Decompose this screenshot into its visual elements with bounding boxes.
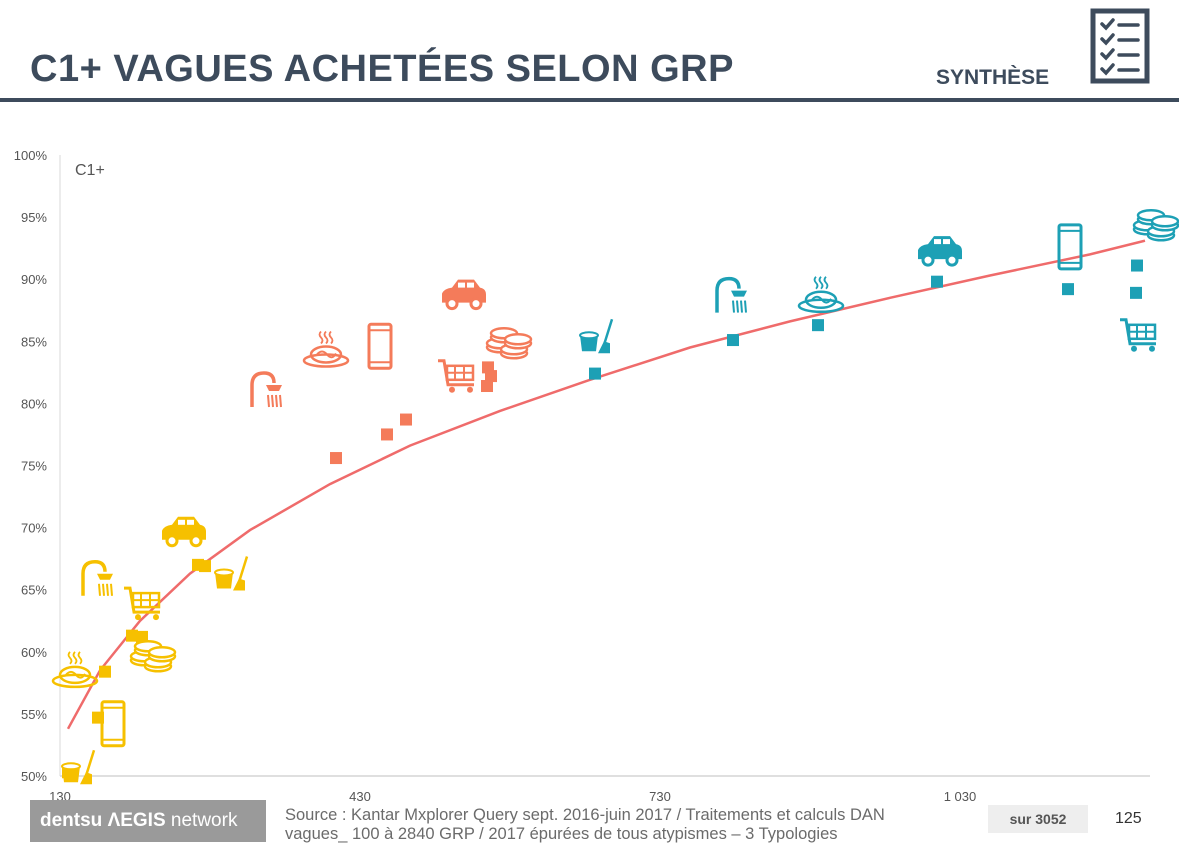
phone-icon xyxy=(367,322,393,370)
coins-icon xyxy=(485,327,533,360)
phone-icon xyxy=(100,700,126,748)
count-badge: sur 3052 xyxy=(988,805,1088,833)
source-line-1: Source : Kantar Mxplorer Query sept. 201… xyxy=(285,806,885,824)
data-point xyxy=(199,560,211,573)
data-point xyxy=(381,428,393,441)
phone-icon xyxy=(1057,223,1083,271)
cleaning-icon xyxy=(579,318,614,354)
cleaning-icon xyxy=(214,556,249,591)
data-point xyxy=(481,380,493,393)
shower-icon xyxy=(250,371,282,408)
y-tick-label: 100% xyxy=(14,148,48,163)
x-tick-label: 430 xyxy=(349,789,371,804)
car-icon xyxy=(442,279,486,311)
cleaning-icon xyxy=(61,749,96,785)
food-icon xyxy=(302,330,350,368)
header-rule xyxy=(0,98,1179,102)
y-tick-label: 70% xyxy=(21,521,47,536)
page-title: C1+ VAGUES ACHETÉES SELON GRP xyxy=(30,48,734,90)
cart-icon xyxy=(124,586,161,621)
source-line-2: vagues_ 100 à 2840 GRP / 2017 épurées de… xyxy=(285,825,838,843)
y-tick-label: 60% xyxy=(21,645,47,660)
data-point xyxy=(485,370,497,383)
y-axis-label: C1+ xyxy=(75,162,105,179)
data-point xyxy=(400,413,412,426)
food-icon xyxy=(51,651,99,689)
x-tick-label: 730 xyxy=(649,789,671,804)
x-tick-label: 1 030 xyxy=(944,789,977,804)
data-point xyxy=(126,629,138,642)
y-tick-label: 85% xyxy=(21,334,47,349)
cart-icon xyxy=(438,359,475,393)
shower-icon xyxy=(81,560,113,596)
food-icon xyxy=(797,276,845,314)
trend-curve xyxy=(66,239,1146,730)
y-tick-label: 80% xyxy=(21,396,47,411)
company-logo: dentsu ΛEGIS network xyxy=(30,800,266,842)
coins-icon xyxy=(129,640,177,673)
cart-icon xyxy=(1120,318,1157,352)
y-tick-label: 55% xyxy=(21,707,47,722)
data-point xyxy=(99,665,111,678)
data-point xyxy=(931,275,943,288)
data-point xyxy=(1062,283,1074,296)
checklist-icon xyxy=(1090,8,1150,84)
data-point xyxy=(727,334,739,347)
y-tick-label: 75% xyxy=(21,459,47,474)
data-point xyxy=(1130,286,1142,299)
page-number: 125 xyxy=(1115,810,1142,827)
scatter-chart: 50%55%60%65%70%75%80%85%90%95%100%130 430… xyxy=(14,148,1179,804)
shower-icon xyxy=(715,276,747,313)
coins-icon xyxy=(1132,209,1179,242)
data-point xyxy=(812,319,824,332)
data-point xyxy=(330,452,342,465)
car-icon xyxy=(162,516,206,548)
y-tick-label: 50% xyxy=(21,769,47,784)
y-tick-label: 95% xyxy=(21,210,47,225)
data-point xyxy=(1131,259,1143,272)
section-label: SYNTHÈSE xyxy=(936,66,1050,89)
data-point xyxy=(589,367,601,380)
data-point xyxy=(136,630,148,643)
y-tick-label: 90% xyxy=(21,272,47,287)
car-icon xyxy=(918,236,962,267)
y-tick-label: 65% xyxy=(21,583,47,598)
source-note: Source : Kantar Mxplorer Query sept. 201… xyxy=(285,806,1005,844)
